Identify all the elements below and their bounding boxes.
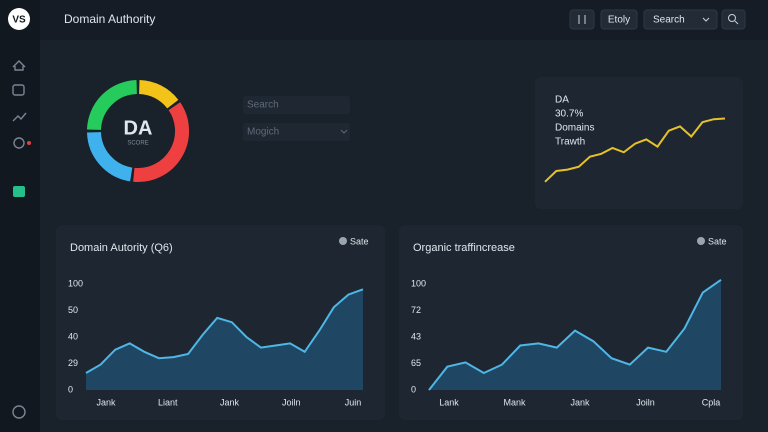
x-tick-label: Jank: [96, 397, 116, 407]
x-tick-label: Mank: [503, 397, 526, 407]
x-tick-label: Juin: [345, 397, 362, 407]
card-line: Trawth: [555, 137, 585, 148]
card-line: Domains: [555, 123, 594, 134]
x-tick-label: Joiln: [636, 397, 655, 407]
page-title: Domain Authority: [64, 12, 155, 26]
x-tick-label: Jank: [570, 397, 590, 407]
input-placeholder: Search: [247, 100, 279, 111]
chart-title: Domain Autority (Q6): [70, 242, 173, 254]
y-tick-label: 40: [68, 331, 78, 341]
donut-segment: [133, 102, 190, 182]
charts: Domain Autority (Q6) Sate 100 50 40 29 0 Jank Li…: [68, 236, 727, 407]
donut-segment: [138, 80, 179, 109]
donut-segment: [87, 131, 133, 182]
sidebar: [0, 0, 40, 432]
alert-dot: [27, 141, 31, 145]
sidebar-icons: [12, 60, 27, 419]
sparkline: [544, 117, 726, 183]
dropdown-label: Search: [653, 15, 685, 26]
search-button[interactable]: [721, 9, 746, 30]
chevron: [340, 129, 348, 134]
chart-title: Organic traffincrease: [413, 242, 515, 254]
card-line: 30.7%: [555, 109, 583, 120]
chart-button: Sate: [350, 236, 369, 246]
x-tick-label: Joiln: [282, 397, 301, 407]
logo[interactable]: [8, 8, 30, 30]
donut-title: DA: [124, 117, 153, 139]
area-fill: [86, 289, 363, 390]
select-label: Mogich: [247, 127, 279, 138]
grid-button[interactable]: [569, 9, 595, 30]
y-tick-label: 100: [411, 278, 426, 288]
chart-button: Sate: [708, 236, 727, 246]
trend-icon[interactable]: [12, 112, 27, 122]
select-input[interactable]: [243, 123, 350, 141]
button-label: Etoly: [608, 15, 630, 26]
gauge-icon[interactable]: [13, 137, 25, 149]
y-tick-label: 29: [68, 358, 78, 368]
search-input[interactable]: [243, 96, 350, 114]
x-tick-label: Liant: [158, 397, 178, 407]
x-tick-label: Cpla: [702, 397, 721, 407]
logo-text: VS: [12, 15, 26, 26]
donut-segment: [87, 80, 138, 131]
play-icon[interactable]: [12, 405, 26, 419]
search-icon-handle: [734, 20, 739, 25]
y-tick-label: 65: [411, 358, 421, 368]
search-icon: [728, 14, 736, 22]
button[interactable]: [600, 9, 638, 30]
home-icon[interactable]: [12, 60, 26, 71]
y-tick-label: 50: [68, 305, 78, 315]
line: [428, 278, 722, 391]
x-tick-label: Lank: [439, 397, 459, 407]
grid-icon: [578, 15, 586, 24]
y-tick-label: 0: [68, 384, 73, 394]
active-icon[interactable]: [13, 186, 25, 197]
card-line: DA: [555, 95, 569, 106]
y-tick-label: 0: [411, 384, 416, 394]
y-tick-label: 100: [68, 278, 83, 288]
donut-subtitle: SCORE: [127, 141, 148, 147]
y-tick-label: 72: [411, 305, 421, 315]
chevron: [702, 17, 710, 22]
search-dropdown[interactable]: [643, 9, 718, 30]
line: [544, 117, 726, 183]
box-icon[interactable]: [12, 84, 25, 96]
line: [85, 288, 364, 374]
button-icon[interactable]: [697, 237, 705, 245]
donut: [87, 80, 190, 182]
area-fill: [429, 279, 721, 390]
x-tick-label: Jank: [220, 397, 240, 407]
y-tick-label: 43: [411, 331, 421, 341]
button-icon[interactable]: [339, 237, 347, 245]
